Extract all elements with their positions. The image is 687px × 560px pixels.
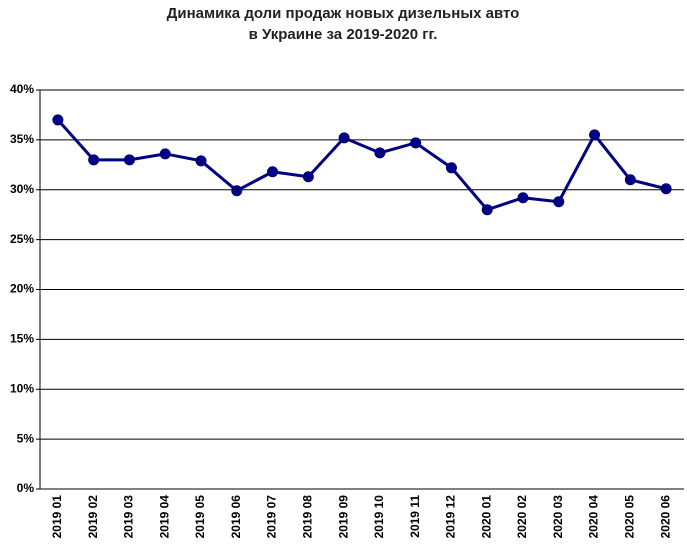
point [52,114,64,126]
y-tick-label: 20% [10,282,34,296]
point [553,196,565,208]
point [589,129,601,141]
x-tick-label: 2019 07 [265,495,279,539]
point [374,147,386,159]
x-tick-label: 2019 11 [408,495,422,538]
y-tick-label: 15% [10,332,34,346]
x-tick-label: 2019 01 [50,495,64,539]
x-tick-label: 2019 09 [336,495,350,539]
x-tick-label: 2019 02 [86,495,100,539]
y-tick-label: 30% [10,182,34,196]
point [159,148,171,160]
x-tick-label: 2019 04 [157,495,171,539]
chart-title: Динамика доли продаж новых дизельных авт… [167,5,520,22]
x-tick-label: 2019 03 [122,495,136,539]
y-tick-label: 40% [10,82,34,96]
point [88,154,100,166]
point [624,174,636,186]
point [195,155,207,167]
x-tick-label: 2019 05 [193,495,207,539]
point [123,154,135,166]
point [517,192,529,204]
y-tick-label: 0% [17,481,35,495]
point [267,166,279,178]
x-tick-label: 2020 04 [587,495,601,539]
point [338,132,350,144]
x-tick-label: 2020 01 [479,495,493,539]
point [231,185,243,197]
y-tick-label: 10% [10,381,34,395]
x-tick-label: 2020 06 [658,495,672,539]
point [481,204,493,216]
x-tick-label: 2019 10 [372,495,386,539]
x-tick-label: 2020 03 [551,495,565,539]
y-tick-label: 5% [17,431,35,445]
point [445,162,457,174]
point [302,171,314,183]
x-tick-label: 2019 06 [229,495,243,539]
series-line [56,118,667,212]
y-tick-label: 25% [10,232,34,246]
point [410,137,422,149]
chart-title: в Украине за 2019-2020 гг. [249,26,438,43]
x-tick-label: 2020 05 [623,495,637,539]
x-tick-label: 2019 12 [444,495,458,539]
y-tick-label: 35% [10,132,34,146]
x-tick-label: 2020 02 [515,495,529,539]
point [660,183,672,195]
x-tick-label: 2019 08 [301,495,315,539]
